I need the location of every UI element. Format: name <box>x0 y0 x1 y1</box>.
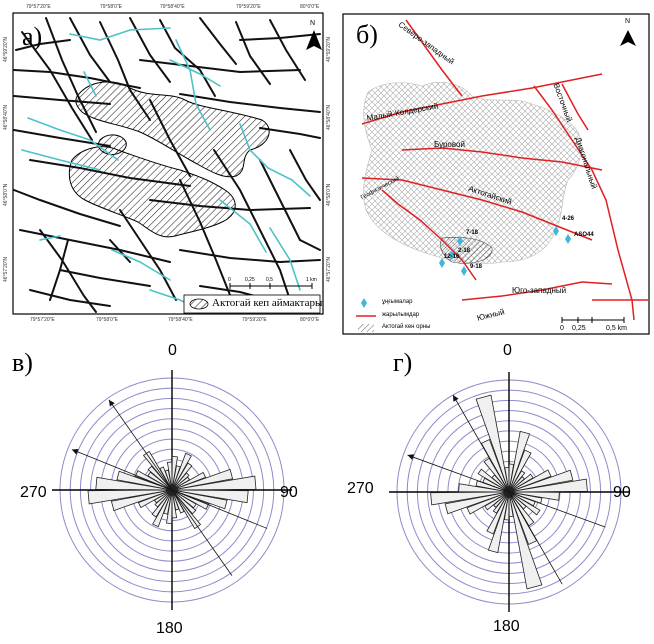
legend-b <box>356 298 376 332</box>
panel-a-svg <box>12 12 324 315</box>
fault-label-burovoy: Буровой <box>434 140 465 149</box>
legend-b-wells: ұңғымалар <box>382 299 413 305</box>
legend-a-swatch <box>189 298 209 310</box>
panel-b-svg <box>342 13 650 335</box>
rose-g-180: 180 <box>493 618 520 635</box>
coord-bottom-2: 79°58'0"E <box>96 317 118 323</box>
rose-v-270: 270 <box>20 484 47 501</box>
rose-g-svg <box>389 372 629 612</box>
north-label-b: N <box>625 18 631 25</box>
rose-petal <box>508 478 588 493</box>
rose-petal <box>116 470 173 491</box>
ore-zone-upper <box>75 81 270 178</box>
well-label-aso44: ASO44 <box>574 232 594 238</box>
rose-petal <box>508 430 531 493</box>
panel-b-map: б) N Северо-западный Малый-Колдерский Во… <box>342 0 654 339</box>
rose-petal <box>171 489 178 519</box>
coord-top-2: 79°58'0"E <box>100 4 122 10</box>
rose-v-90: 90 <box>280 484 298 501</box>
rose-petal <box>444 491 510 515</box>
rose-petal <box>171 489 228 510</box>
faults-red <box>361 19 648 321</box>
rose-petal <box>475 394 510 493</box>
well-label-4-26: 4-26 <box>562 216 575 222</box>
rose-petal <box>508 491 543 590</box>
coord-top-3: 79°58'40"E <box>160 4 185 10</box>
scale-b-0: 0 <box>560 325 564 332</box>
faults-cyan <box>21 27 311 311</box>
scale-a-0: 0 <box>228 277 231 283</box>
wells <box>439 226 571 276</box>
legend-a-text: Актогай кеп аймактары <box>212 297 323 309</box>
ore-zone-lower <box>68 146 236 238</box>
panel-a-map: 79°57'20"E 79°58'0"E 79°58'40"E 79°59'20… <box>0 0 340 339</box>
rose-v-arrow-2-head <box>108 399 115 407</box>
legend-b-faults: жарылымдар <box>382 312 420 318</box>
rose-v-arrow-1 <box>71 449 268 529</box>
well-label-2-18: 2-18 <box>458 248 471 254</box>
scale-a-3: 1 km <box>306 277 317 283</box>
rose-g-90: 90 <box>613 484 631 501</box>
rose-v-svg <box>52 370 292 610</box>
rose-petal <box>171 475 257 491</box>
rose-petal <box>171 468 234 491</box>
coord-bottom-5: 80°0'0"E <box>300 317 320 323</box>
rose-petal <box>110 489 173 512</box>
panel-a-label: а) <box>22 22 43 51</box>
coord-top-1: 79°57'20"E <box>26 4 51 10</box>
well-label-12-16: 12-16 <box>444 254 460 260</box>
rose-g-arrow-1-head <box>407 454 415 460</box>
rose-v-0: 0 <box>168 342 177 359</box>
panel-b-label: б) <box>356 20 378 49</box>
rose-g-label: г) <box>393 348 413 377</box>
coord-bottom-3: 79°58'40"E <box>168 317 193 323</box>
coord-bottom-4: 79°59'20"E <box>242 317 267 323</box>
scale-a-1: 0,25 <box>245 277 255 283</box>
rose-petal <box>508 491 514 518</box>
scale-bar-b <box>561 317 625 323</box>
rose-g-270: 270 <box>347 480 374 497</box>
well-label-9-18: 9-18 <box>470 264 483 270</box>
rose-g-0: 0 <box>503 342 512 359</box>
rose-petal <box>166 461 173 491</box>
legend-a-box <box>183 294 321 314</box>
rose-petal <box>430 491 510 506</box>
rose-v-180: 180 <box>156 620 183 637</box>
scale-bar-a <box>229 283 313 289</box>
ore-zone-small <box>97 134 127 155</box>
scale-a-2: 0,5 <box>266 277 273 283</box>
rose-petal <box>487 491 510 554</box>
rose-g-panel: г) 0 90 180 270 <box>327 340 654 639</box>
rose-v-arrow-1-head <box>71 449 79 455</box>
rose-g-arrow-2-head <box>453 395 459 402</box>
rose-v-arrow-2 <box>108 399 233 576</box>
well-label-7-18: 7-18 <box>466 230 479 236</box>
rose-petal <box>504 466 510 493</box>
rose-g-arrow-1 <box>407 454 606 528</box>
faults-black <box>13 17 321 313</box>
coord-bottom-1: 79°57'20"E <box>30 317 55 323</box>
rose-v-panel: в) 0 90 180 270 <box>0 340 327 639</box>
north-arrow-b <box>620 30 636 46</box>
north-arrow-a <box>306 30 322 50</box>
rose-v-label: в) <box>12 348 33 377</box>
rose-petal <box>87 489 173 505</box>
scale-b-2: 0,5 km <box>606 325 628 332</box>
fault-label-southwest: Юго-западный <box>512 286 567 295</box>
scale-b-1: 0,25 <box>572 325 586 332</box>
coord-top-5: 80°0'0"E <box>300 4 320 10</box>
legend-b-deposit: Актогай кен орны <box>382 324 431 330</box>
north-label-a: N <box>310 20 316 27</box>
rose-petal <box>508 469 574 493</box>
coord-top-4: 79°59'20"E <box>236 4 261 10</box>
rose-g-arrow-2 <box>452 394 563 585</box>
